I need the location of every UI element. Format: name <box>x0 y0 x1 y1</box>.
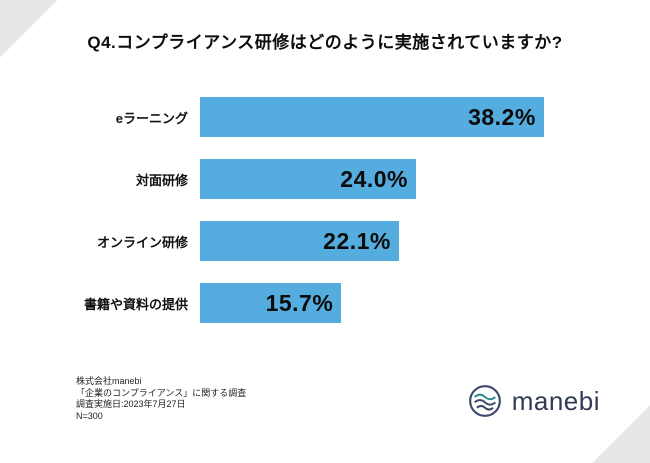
source-line-sample-size: N=300 <box>76 410 103 421</box>
manebi-logo-icon <box>467 383 503 419</box>
bar-track: 22.1% <box>200 221 615 261</box>
value-label-books-materials: 15.7% <box>265 289 334 316</box>
source-line-survey-date: 調査実施日:2023年7月27日 <box>76 399 186 409</box>
bar-row: オンライン研修 22.1% <box>70 221 615 261</box>
bar-e-learning: 38.2% <box>200 97 544 137</box>
survey-source-note: 株式会社manebi 「企業のコンプライアンス」に関する調査 調査実施日:202… <box>76 376 246 422</box>
bar-row: eラーニング 38.2% <box>70 97 615 137</box>
corner-accent-top-left <box>0 0 58 58</box>
source-line-company: 株式会社manebi <box>76 376 142 386</box>
bar-online-training: 22.1% <box>200 221 399 261</box>
bar-track: 38.2% <box>200 97 615 137</box>
bar-in-person-training: 24.0% <box>200 159 416 199</box>
value-label-online-training: 22.1% <box>323 227 391 254</box>
category-label-in-person-training: 対面研修 <box>135 172 188 188</box>
category-label-e-learning: eラーニング <box>115 110 188 126</box>
manebi-logo-text: manebi <box>511 385 600 416</box>
bar-track: 24.0% <box>200 159 615 199</box>
bar-chart: eラーニング 38.2% 対面研修 24.0% オンライン研修 22.1% <box>70 97 615 345</box>
corner-accent-bottom-right <box>592 405 650 463</box>
bar-row: 対面研修 24.0% <box>70 159 615 199</box>
category-label-online-training: オンライン研修 <box>96 234 188 250</box>
bar-row: 書籍や資料の提供 15.7% <box>70 283 615 323</box>
value-label-e-learning: 38.2% <box>468 103 536 130</box>
category-label-books-materials: 書籍や資料の提供 <box>83 296 188 312</box>
manebi-logo: manebi <box>467 383 600 419</box>
value-label-in-person-training: 24.0% <box>340 165 408 192</box>
bar-track: 15.7% <box>200 283 615 323</box>
source-line-survey-name: 「企業のコンプライアンス」に関する調査 <box>76 387 247 398</box>
chart-title: Q4.コンプライアンス研修はどのように実施されていますか? <box>87 33 563 52</box>
bar-books-materials: 15.7% <box>200 283 342 323</box>
